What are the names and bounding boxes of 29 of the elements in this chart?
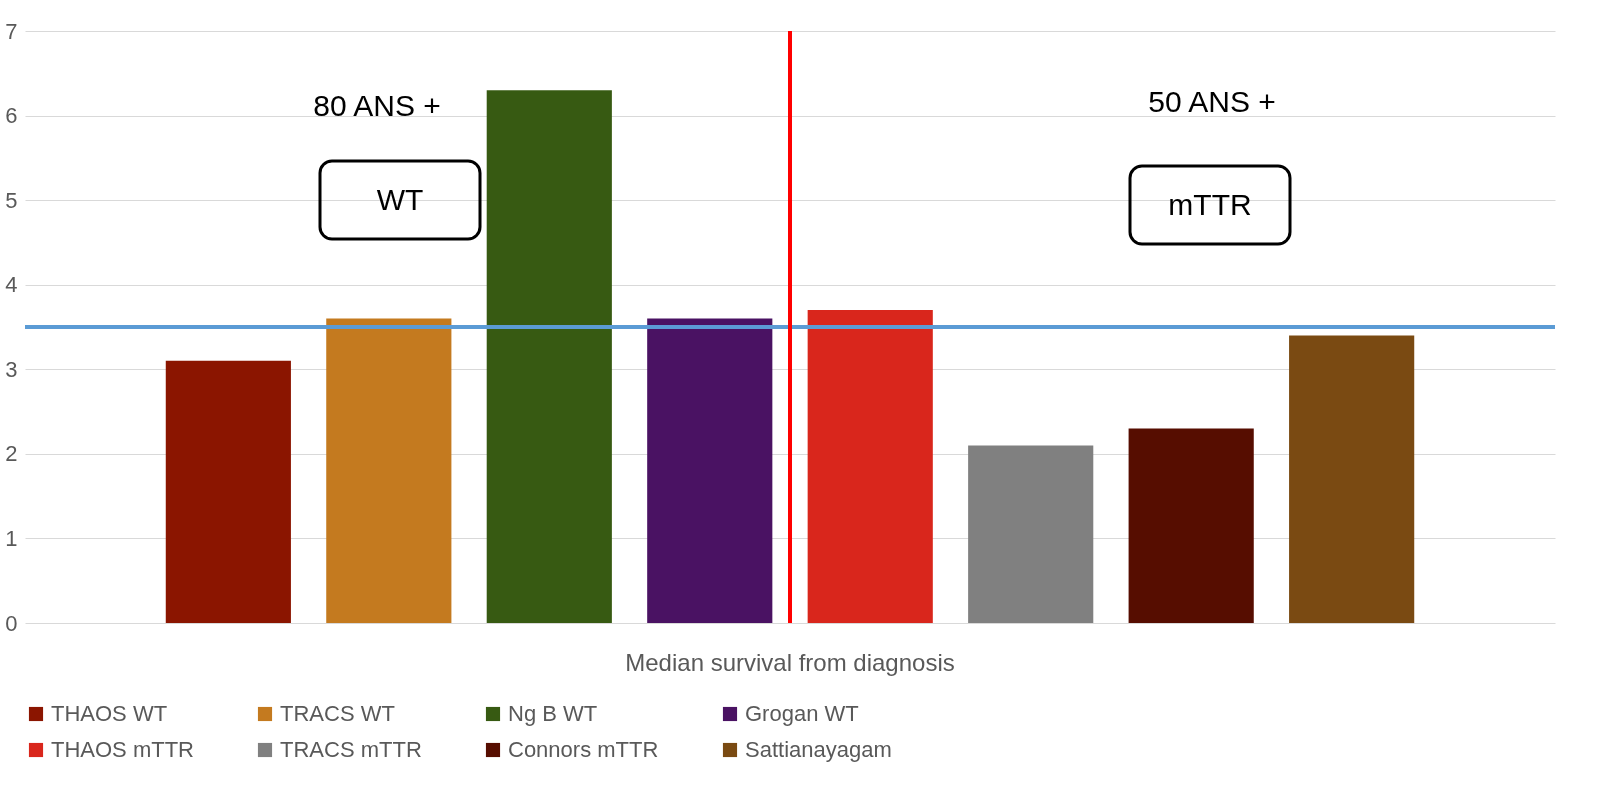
y-tick-label: 4 xyxy=(5,272,18,298)
x-tick-label: Median survival from diagnosis xyxy=(625,648,955,676)
bar xyxy=(968,445,1094,623)
bar xyxy=(326,318,452,623)
legend-label: THAOS WT xyxy=(51,701,168,726)
annotation: 80 ANS + xyxy=(313,89,441,122)
legend-label: Grogan WT xyxy=(745,701,859,726)
y-tick-label: 7 xyxy=(5,18,18,44)
legend-label: Connors mTTR xyxy=(508,737,659,762)
bar xyxy=(486,90,612,623)
bar xyxy=(1289,335,1415,623)
annotation: 50 ANS + xyxy=(1148,85,1276,118)
bar xyxy=(165,360,291,623)
annotation: mTTR xyxy=(1168,188,1252,221)
y-tick-label: 1 xyxy=(5,525,18,551)
y-tick-label: 6 xyxy=(5,103,18,129)
y-tick-label: 0 xyxy=(5,610,18,636)
y-tick-label: 2 xyxy=(5,441,18,467)
bar xyxy=(1128,428,1254,623)
legend-label: Ng B WT xyxy=(508,701,598,726)
legend-label: TRACS mTTR xyxy=(280,737,422,762)
legend-label: TRACS WT xyxy=(280,701,395,726)
y-tick-label: 5 xyxy=(5,187,18,213)
bar xyxy=(807,310,933,623)
legend-label: THAOS mTTR xyxy=(51,737,194,762)
legend-label: Sattianayagam xyxy=(745,737,892,762)
bar xyxy=(647,318,773,623)
annotation: WT xyxy=(376,183,424,216)
y-tick-label: 3 xyxy=(5,356,18,382)
